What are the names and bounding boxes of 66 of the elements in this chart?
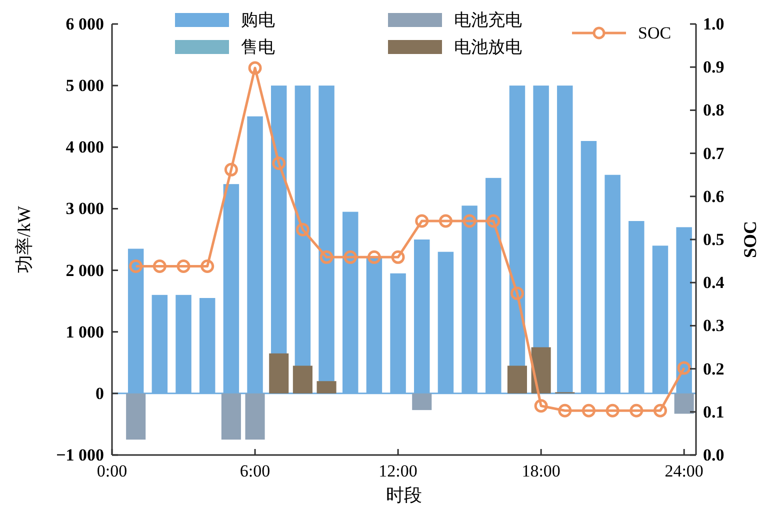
y2-tick-label: 0.9 — [703, 58, 724, 77]
y2-tick-label: 0.7 — [703, 144, 725, 163]
point — [486, 214, 500, 228]
legend-label: 售电 — [241, 38, 275, 56]
point — [200, 259, 214, 273]
x-tick-label: 18:00 — [522, 462, 560, 480]
point — [510, 286, 524, 300]
x-tick-label: 24:00 — [664, 462, 704, 480]
y2-tick-label: 1.0 — [703, 14, 724, 34]
point — [438, 214, 452, 228]
y2-tick-label: 0.2 — [703, 359, 724, 378]
y2-tick-label: 0.4 — [703, 273, 725, 292]
bar — [412, 393, 432, 410]
point — [630, 404, 644, 418]
y2-tick-label: 0.6 — [703, 186, 724, 206]
legend-label: 购电 — [241, 10, 275, 30]
point — [415, 214, 429, 228]
bar — [507, 366, 527, 394]
bar — [292, 366, 312, 394]
y2-tick-label: 0.1 — [703, 402, 724, 422]
x-tick-label: 0:00 — [96, 462, 128, 480]
point — [677, 361, 691, 375]
point — [248, 61, 262, 75]
x-tick-label: 6:00 — [240, 462, 270, 480]
y-tick-label: 5 000 — [66, 76, 104, 96]
point — [272, 156, 286, 170]
point — [653, 404, 667, 418]
legend-label: SOC — [638, 24, 672, 42]
point — [391, 250, 405, 264]
bar — [245, 393, 265, 440]
point — [224, 162, 238, 176]
y2-tick-label: 0.0 — [703, 446, 724, 464]
y-tick-label: 3 000 — [66, 199, 104, 218]
bar — [531, 347, 551, 394]
y-tick-label: −1 000 — [56, 446, 104, 464]
y-tick-label: 4 000 — [66, 138, 104, 157]
y-tick-label: 2 000 — [66, 260, 104, 280]
point — [296, 222, 310, 236]
point — [176, 259, 190, 273]
y2-axis-title: SOC — [740, 220, 760, 258]
y2-tick-label: 0.5 — [703, 230, 724, 249]
point — [129, 259, 143, 273]
bar — [269, 353, 289, 394]
point — [462, 214, 476, 228]
point — [534, 399, 548, 413]
point — [367, 250, 381, 264]
point — [582, 404, 596, 418]
point — [152, 259, 166, 273]
y-axis-title: 功率/kW — [14, 206, 34, 273]
bar — [674, 393, 694, 414]
y-tick-label: 0 — [96, 384, 104, 403]
point — [344, 250, 358, 264]
y-tick-label: 1 000 — [66, 322, 104, 342]
bar — [316, 381, 336, 394]
legend-label: 电池放电 — [454, 38, 522, 56]
bar — [221, 393, 241, 440]
bar — [126, 393, 146, 440]
y2-tick-label: 0.3 — [703, 316, 724, 336]
y2-tick-label: 0.8 — [703, 100, 724, 120]
legend-label: 电池充电 — [454, 10, 522, 30]
x-axis-title: 时段 — [386, 485, 422, 505]
point — [606, 404, 620, 418]
point — [320, 250, 334, 264]
y-tick-label: 6 000 — [66, 14, 104, 34]
x-tick-label: 12:00 — [378, 462, 418, 480]
point — [558, 404, 572, 418]
